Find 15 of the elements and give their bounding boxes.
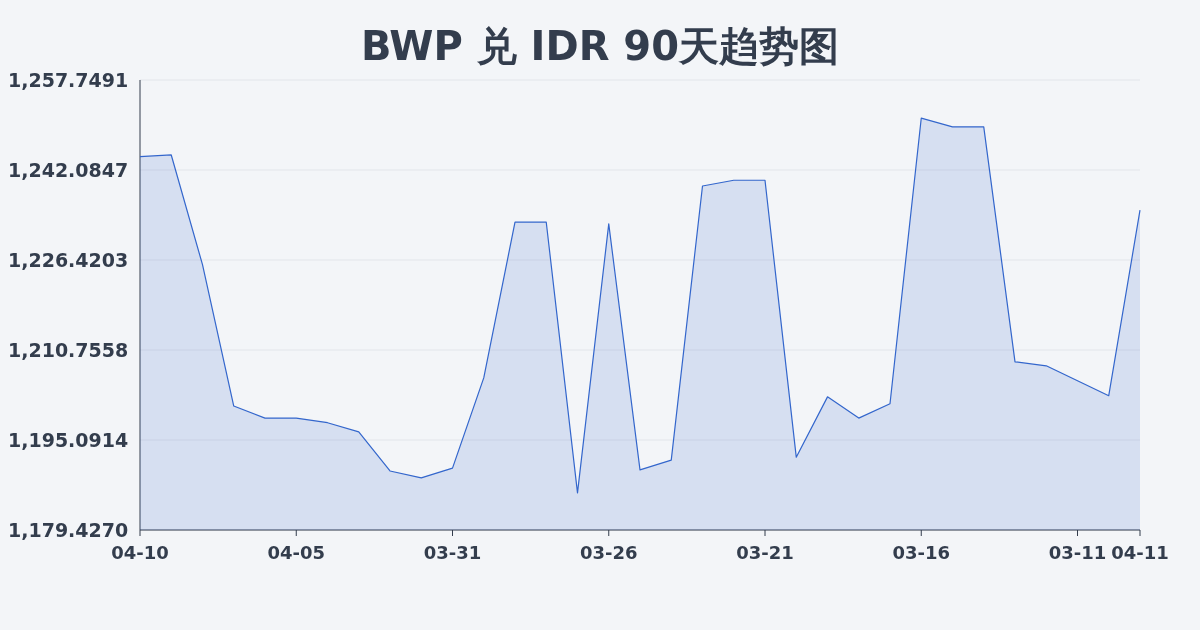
x-tick-label: 03-31 bbox=[423, 542, 482, 563]
y-tick-label: 1,179.4270 bbox=[8, 519, 129, 541]
y-tick-label: 1,195.0914 bbox=[8, 429, 129, 451]
x-tick-label: 04-05 bbox=[267, 542, 326, 563]
x-tick-label: 04-10 bbox=[111, 542, 169, 563]
y-tick-label: 1,257.7491 bbox=[8, 69, 129, 91]
y-tick-label: 1,242.0847 bbox=[8, 159, 129, 181]
chart-title: BWP 兑 IDR 90天趋势图 bbox=[360, 23, 840, 69]
y-tick-label: 1,210.7558 bbox=[8, 339, 129, 361]
x-tick-label: 03-11 bbox=[1048, 542, 1107, 563]
y-tick-label: 1,226.4203 bbox=[8, 249, 129, 271]
x-tick-label: 03-26 bbox=[579, 542, 638, 563]
x-tick-label: 03-21 bbox=[736, 542, 794, 563]
x-tick-label: 03-16 bbox=[892, 542, 951, 563]
x-tick-label: 04-11 bbox=[1111, 542, 1169, 563]
